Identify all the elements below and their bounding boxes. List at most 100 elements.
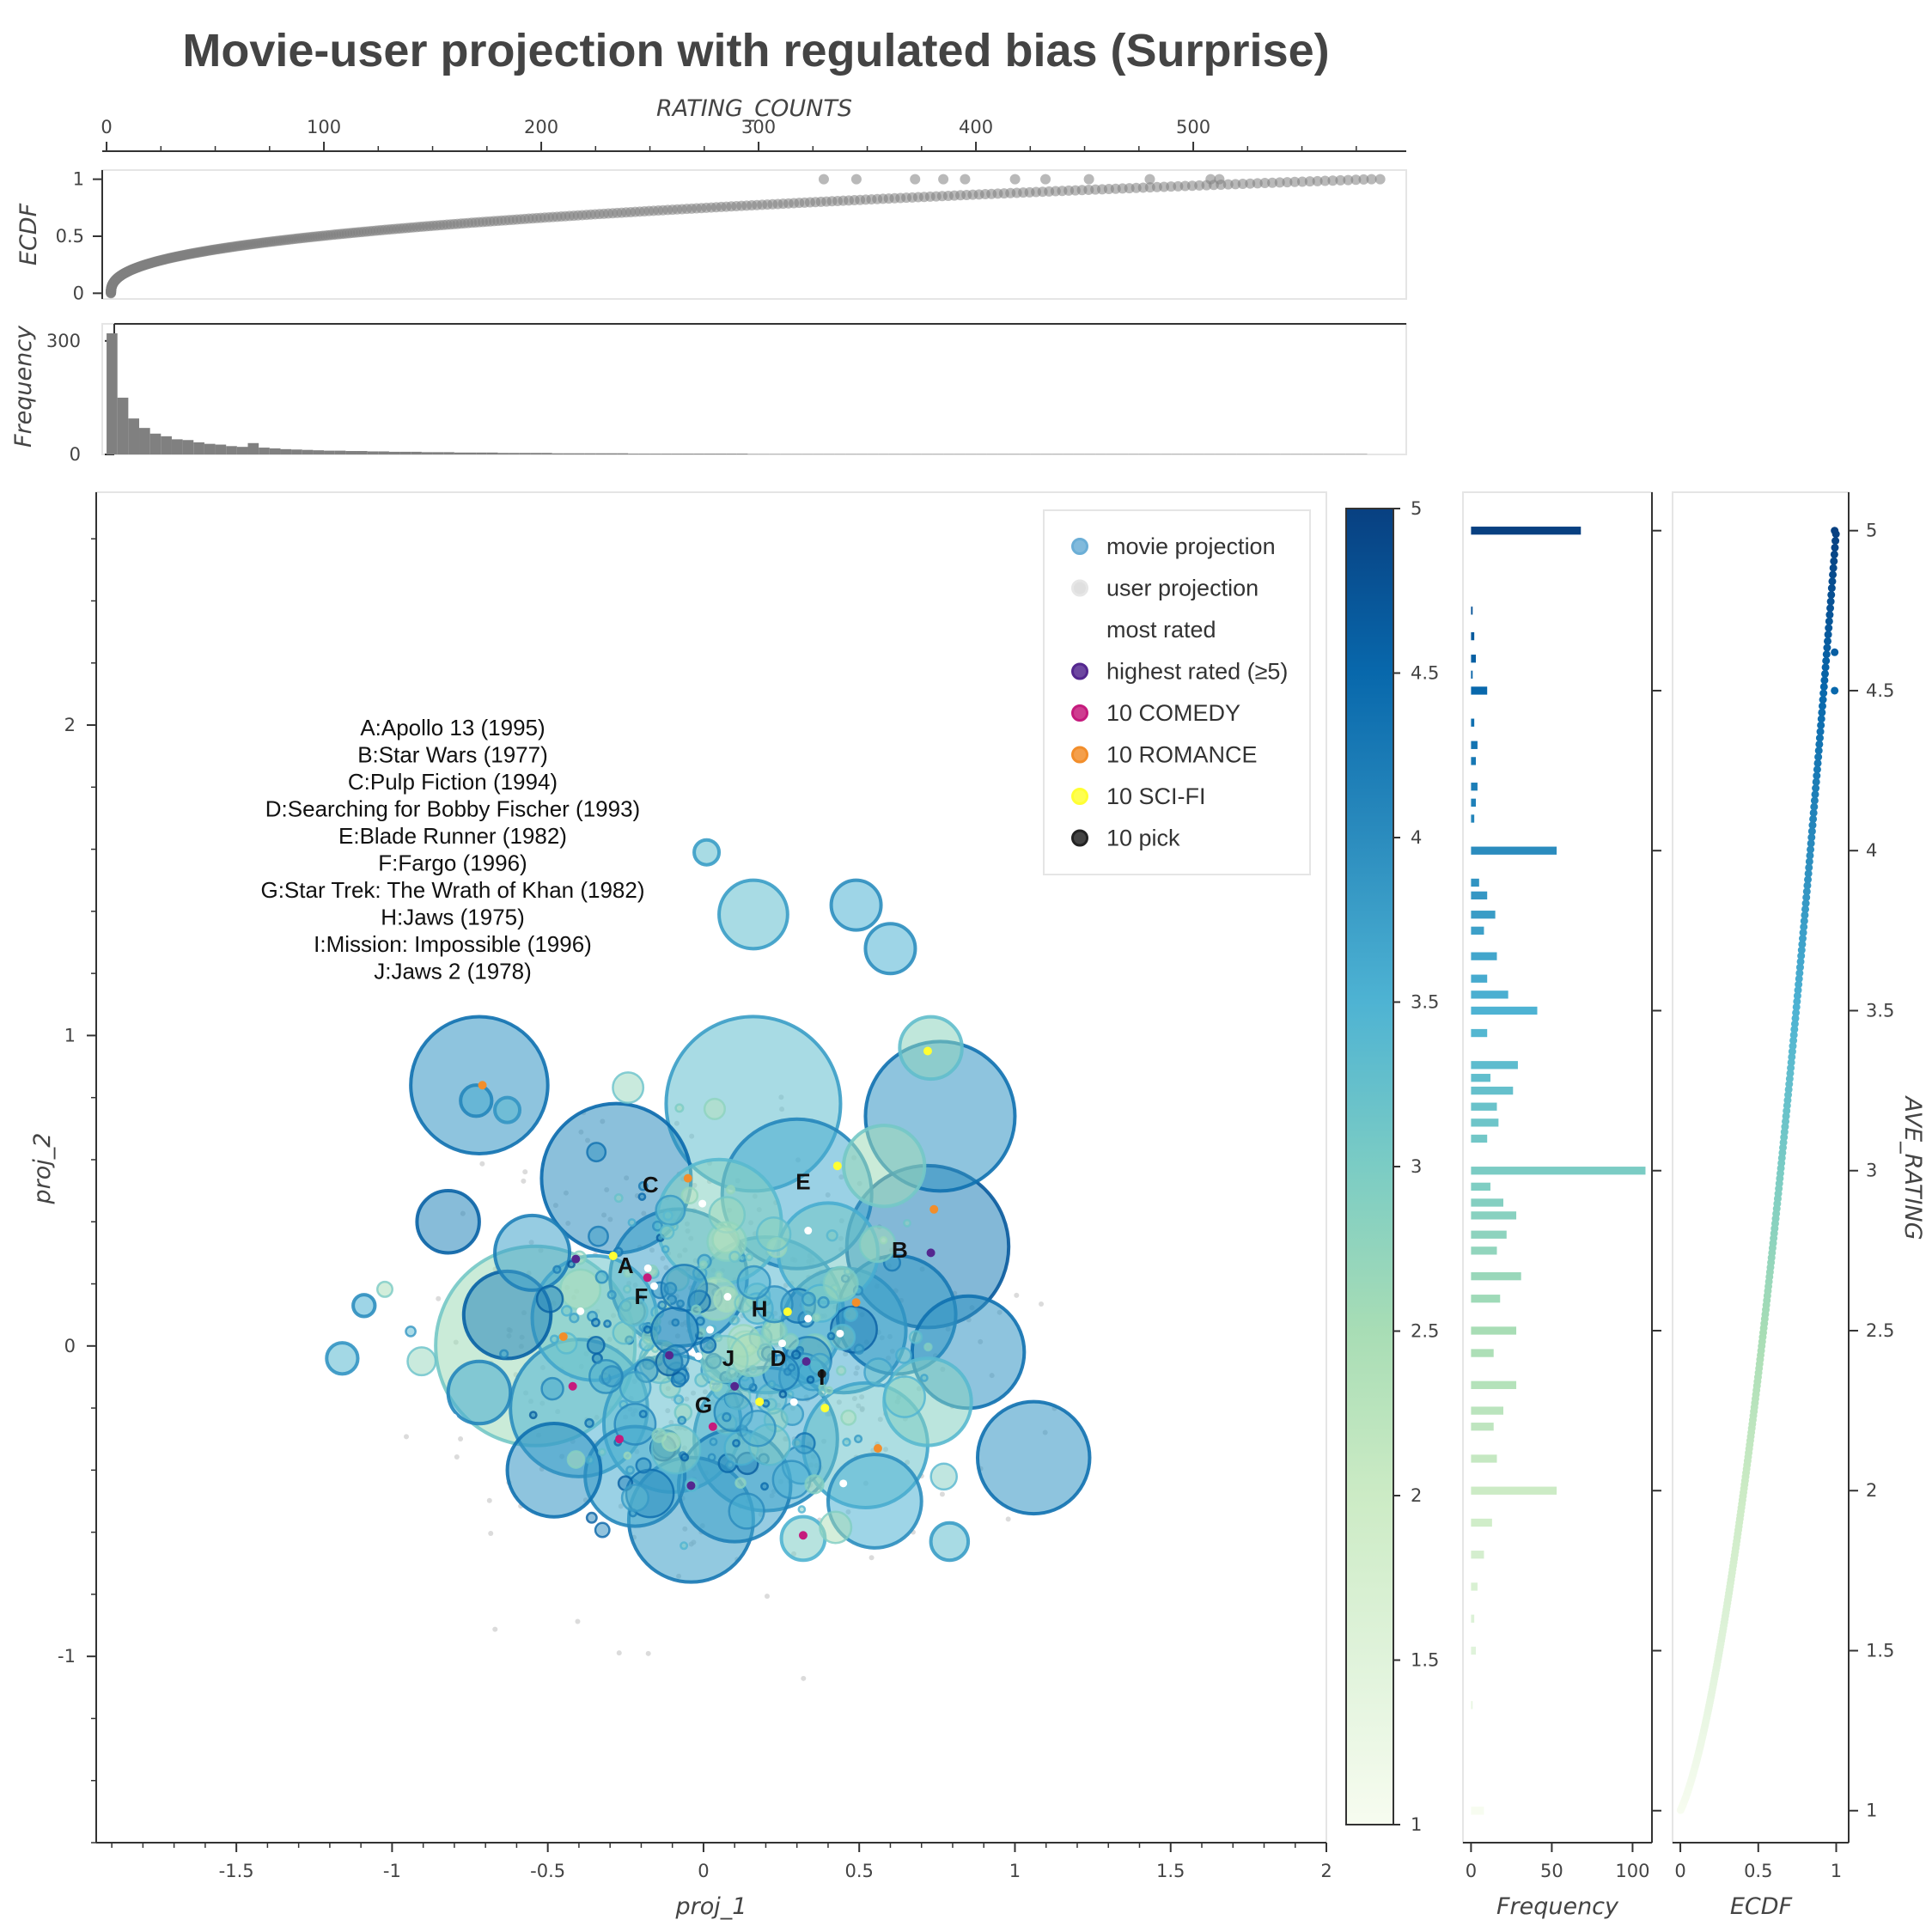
ecdf-right-point (1797, 946, 1806, 954)
movie-point (929, 1462, 959, 1491)
ecdf-right-point (1796, 957, 1805, 966)
ecdf-right-point (1807, 833, 1816, 842)
labeled-marker-C: C (643, 1172, 659, 1198)
hist-top-bar (476, 452, 487, 454)
most-rated-point (643, 1264, 652, 1272)
user-point (868, 1555, 875, 1561)
hist-right-bar (1471, 1326, 1517, 1335)
hist-top-bar (486, 452, 498, 454)
ecdf-right-y-tick-label: 3 (1866, 1161, 1877, 1181)
legend-marker (1071, 704, 1088, 722)
ecdf-right-point (1801, 899, 1810, 908)
highlight-point (929, 1204, 939, 1214)
movie-point (586, 1142, 607, 1163)
main-x-tick-label: 0.5 (844, 1861, 873, 1881)
user-point (801, 1675, 807, 1681)
ecdf-top-point (1289, 176, 1301, 187)
legend-marker (1071, 788, 1088, 805)
ecdf-right-point (1823, 643, 1831, 652)
hist-top-bar (259, 448, 270, 454)
ecdf-right-point (1801, 911, 1809, 919)
movie-point (586, 1335, 606, 1355)
hist-right-bar (1471, 1701, 1473, 1710)
user-point (488, 1531, 494, 1537)
ecdf-right-point (1800, 917, 1808, 925)
movie-point (680, 1453, 690, 1462)
hist-top-bar (519, 453, 531, 454)
ecdf-right-point (1820, 669, 1829, 678)
hist-right-bar (1471, 798, 1477, 807)
ecdf-top-point (1214, 174, 1225, 185)
hist-top-bar (107, 333, 118, 454)
ecdf-top-point (1083, 174, 1094, 185)
hist-top-bar (530, 453, 542, 454)
movie-point (709, 1437, 718, 1447)
hist-right-bar (1471, 1074, 1490, 1082)
legend-marker (1071, 829, 1088, 847)
movie-point (606, 1289, 617, 1300)
colorbar-tick-label: 3 (1411, 1156, 1422, 1177)
ecdf-right-point (1810, 802, 1819, 811)
main-x-title: proj_1 (675, 1893, 747, 1920)
movie-point (651, 1220, 663, 1232)
movie-point (787, 1363, 796, 1372)
colorbar-tick-label: 3.5 (1411, 992, 1439, 1013)
movie-points (325, 838, 1092, 1584)
hist-top-bar (215, 444, 227, 454)
movie-point (826, 1229, 838, 1242)
ecdf-right-point (1817, 721, 1825, 729)
movie-point (535, 1284, 564, 1313)
movie-point (725, 1185, 736, 1195)
hist-right-bar (1471, 1380, 1517, 1389)
highlight-point (708, 1422, 717, 1431)
movie-point (858, 1225, 897, 1264)
ecdf-right-y-tick-label: 3.5 (1866, 1000, 1894, 1021)
rating-counts-ecdf-panel: RATING_COUNTS ECDF 0 100 200 300 400 500 00.5… (15, 95, 1407, 303)
movie-point (840, 1409, 857, 1426)
ecdf-right-y-tick-label: 4 (1866, 840, 1877, 861)
hist-top-bar (432, 452, 444, 454)
labeled-markers: A B C D E F G H I J (618, 1168, 908, 1417)
hist-top-bar (171, 439, 183, 454)
movie-point (405, 1325, 417, 1338)
hist-top-bar (388, 451, 400, 454)
ecdf-right-point (1830, 550, 1838, 558)
movie-point (745, 1252, 754, 1262)
highlight-point (817, 1369, 826, 1379)
annotation-line: F:Fargo (1996) (378, 850, 527, 876)
ecdf-right-point (1814, 753, 1823, 761)
hist-right-bar (1471, 1246, 1497, 1255)
movie-point (903, 1218, 911, 1228)
hist-right-bar (1471, 926, 1484, 935)
highlight-point (832, 1161, 842, 1171)
main-y-title: proj_2 (29, 1133, 56, 1205)
hist-top-bars (107, 333, 1368, 454)
main-x-tick-label: 1 (1009, 1861, 1021, 1881)
ecdf-top-x-tick-label: 300 (741, 117, 776, 137)
movie-point (552, 1265, 562, 1274)
ecdf-right-point (1826, 604, 1835, 613)
movie-point (908, 1330, 923, 1344)
ecdf-right-y-tick-label: 2 (1866, 1480, 1877, 1501)
ecdf-top-x-title: RATING_COUNTS (656, 95, 852, 122)
ecdf-right-y-tick-label: 1 (1866, 1801, 1877, 1821)
highlight-point (478, 1081, 487, 1090)
hist-right-bar (1471, 1061, 1518, 1070)
hist-right-bar (1471, 1230, 1507, 1239)
user-point (575, 1618, 581, 1624)
ecdf-top-point (960, 174, 971, 185)
hist-top-bar (291, 449, 302, 454)
movie-point (738, 1374, 755, 1391)
main-y-ticks: -1 0 1 2 (58, 538, 96, 1844)
hist-top-bar (497, 453, 509, 454)
ecdf-right-point (1825, 624, 1833, 632)
ecdf-right-point (1810, 796, 1819, 805)
user-point (939, 1491, 945, 1497)
ecdf-top-x-tick-label: 200 (524, 117, 558, 137)
movie-point (660, 1264, 709, 1312)
hist-top-bar (182, 440, 194, 454)
user-point (454, 1454, 460, 1460)
ecdf-top-point (1230, 179, 1241, 190)
ecdf-right-point (1809, 808, 1818, 817)
